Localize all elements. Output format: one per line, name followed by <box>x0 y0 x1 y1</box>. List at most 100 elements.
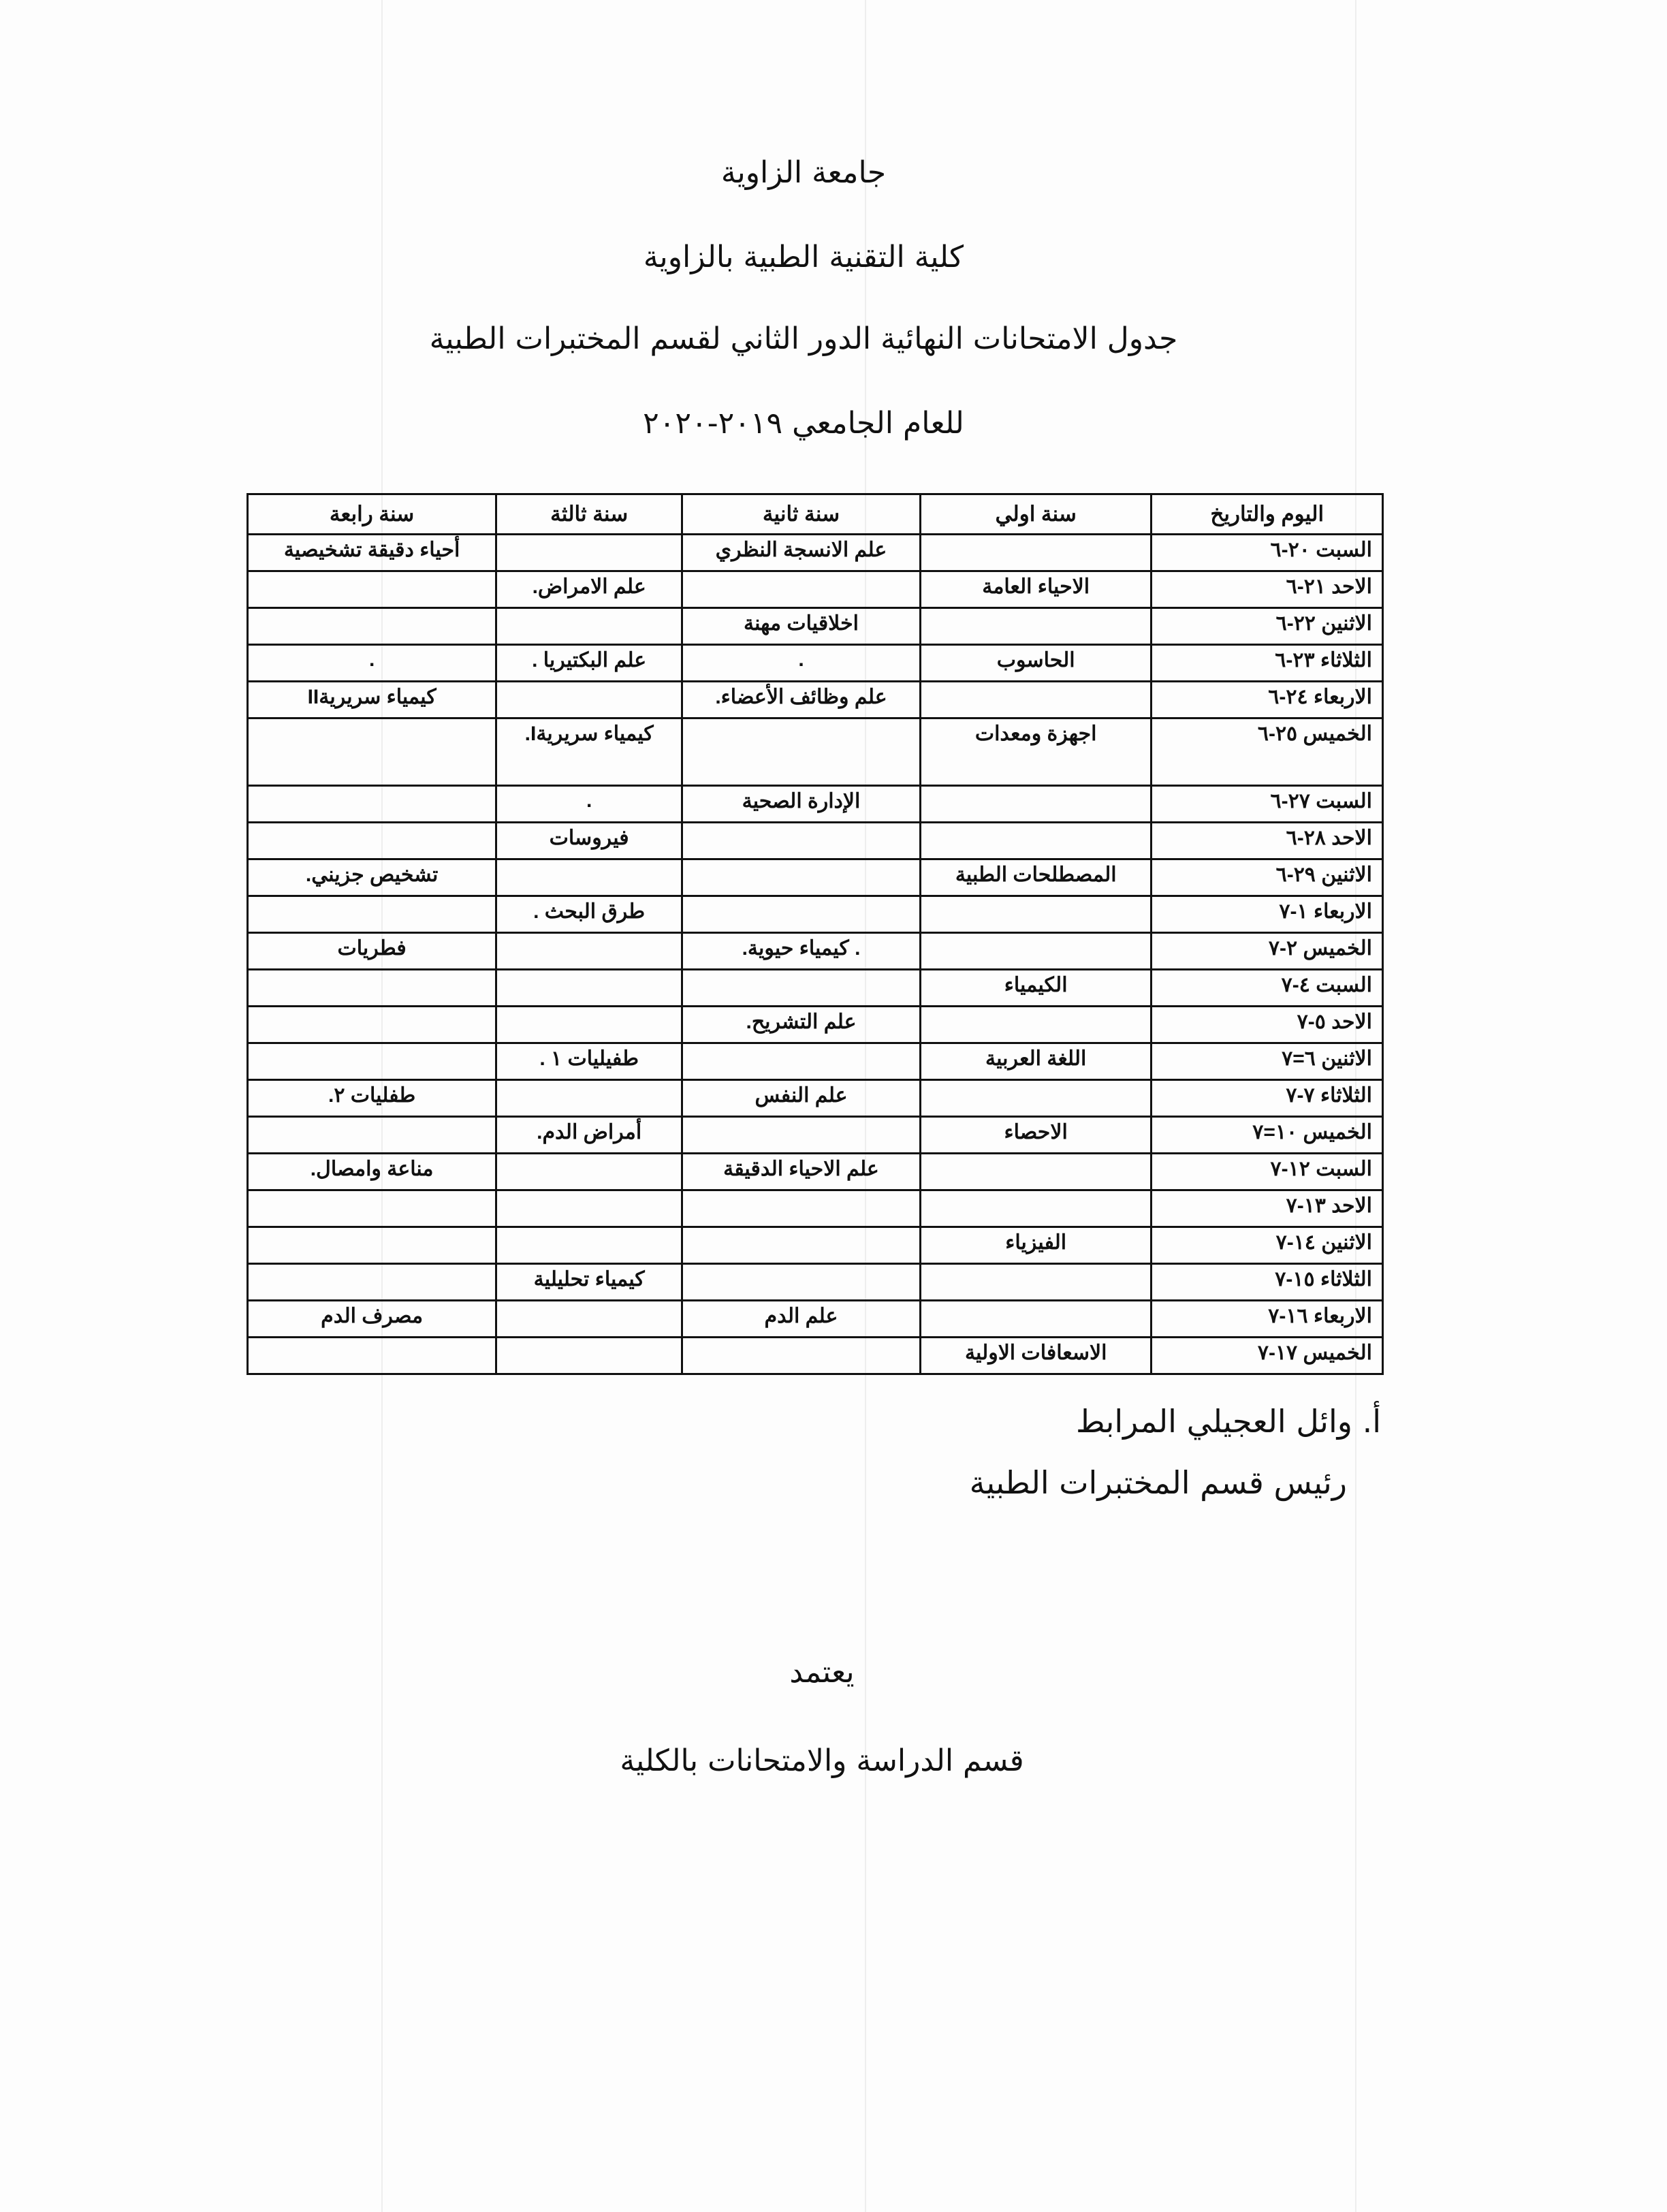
exam-cell <box>246 607 498 646</box>
exam-cell <box>495 968 684 1007</box>
table-row: الاربعاء ١-٧ طرق البحث . <box>246 895 1384 934</box>
exam-cell <box>681 570 921 609</box>
table-row: السبت ١٢-٧ علم الاحياء الدقيقة مناعة وامصا… <box>246 1152 1384 1191</box>
exam-cell: علم التشريح. <box>681 1005 921 1044</box>
document-title: جدول الامتحانات النهائية الدور الثاني لق… <box>429 321 1178 356</box>
table-row: السبت ٢٠-٦ علم الانسجة النظري أحياء دقيقة … <box>246 533 1384 572</box>
exam-cell <box>681 717 921 787</box>
table-row: الخميس ١٧-٧ الاسعافات الاولية <box>246 1336 1384 1375</box>
exam-cell: فيروسات <box>495 821 684 860</box>
exam-cell: مصرف الدم <box>246 1299 498 1338</box>
date-cell: الاثنين ١٤-٧ <box>1150 1226 1384 1265</box>
exam-cell: المصطلحات الطبية <box>919 858 1153 897</box>
table-row: الاربعاء ١٦-٧ علم الدم مصرف الدم <box>246 1299 1384 1338</box>
exam-cell: مناعة وامصال. <box>246 1152 498 1191</box>
table-row: السبت ٢٧-٦ الإدارة الصحية. <box>246 785 1384 823</box>
exam-cell <box>246 570 498 609</box>
date-cell: الاثنين ٦=٧ <box>1150 1042 1384 1081</box>
table-row: الاربعاء ٢٤-٦ علم وظائف الأعضاء. كيمياء سر… <box>246 680 1384 719</box>
exam-cell <box>495 1336 684 1375</box>
exam-cell <box>246 1263 498 1301</box>
table-row: الاحد ١٣-٧ <box>246 1189 1384 1228</box>
exam-cell <box>681 821 921 860</box>
table-row: الثلاثاء ١٥-٧ كيمياء تحليلية <box>246 1263 1384 1301</box>
table-row: الاحد ٢١-٦ الاحياء العامة علم الامراض. <box>246 570 1384 609</box>
exam-cell <box>246 1189 498 1228</box>
exam-cell <box>919 680 1153 719</box>
table-row: الثلاثاء ٧-٧ علم النفس طفليات ٢. <box>246 1079 1384 1118</box>
date-cell: الاحد ٢٨-٦ <box>1150 821 1384 860</box>
exam-cell <box>919 1005 1153 1044</box>
exam-cell <box>919 1189 1153 1228</box>
exam-cell <box>495 1079 684 1118</box>
exam-cell <box>246 1336 498 1375</box>
exam-cell: الحاسوب <box>919 644 1153 682</box>
date-cell: الاثنين ٢٩-٦ <box>1150 858 1384 897</box>
exam-cell: علم الاحياء الدقيقة <box>681 1152 921 1191</box>
column-header: سنة ثالثة <box>495 493 684 535</box>
exam-cell: علم الانسجة النظري <box>681 533 921 572</box>
exam-cell <box>681 1042 921 1081</box>
table-row: الاثنين ١٤-٧ الفيزياء <box>246 1226 1384 1265</box>
table-row: الثلاثاء ٢٣-٦ الحاسوب. علم البكتيريا .. <box>246 644 1384 682</box>
exam-cell <box>495 1189 684 1228</box>
exam-cell <box>681 968 921 1007</box>
date-cell: السبت ٢٠-٦ <box>1150 533 1384 572</box>
exam-cell: علم وظائف الأعضاء. <box>681 680 921 719</box>
date-cell: الاربعاء ١-٧ <box>1150 895 1384 934</box>
column-header: اليوم والتاريخ <box>1150 493 1384 535</box>
table-row: الاثنين ٦=٧ اللغة العربية طفيليات ١ . <box>246 1042 1384 1081</box>
exam-cell: طرق البحث . <box>495 895 684 934</box>
date-cell: الاحد ٥-٧ <box>1150 1005 1384 1044</box>
exam-cell <box>495 680 684 719</box>
date-cell: السبت ١٢-٧ <box>1150 1152 1384 1191</box>
column-header: سنة اولي <box>919 493 1153 535</box>
date-cell: الخميس ٢٥-٦ <box>1150 717 1384 787</box>
exam-cell <box>495 1226 684 1265</box>
exam-cell: علم النفس <box>681 1079 921 1118</box>
exam-cell <box>246 821 498 860</box>
exam-cell <box>246 1005 498 1044</box>
table-row: الاحد ٢٨-٦ فيروسات <box>246 821 1384 860</box>
signatory-name: أ. وائل العجيلي المرابط <box>1075 1403 1381 1440</box>
date-cell: الاحد ١٣-٧ <box>1150 1189 1384 1228</box>
exam-cell <box>681 1116 921 1154</box>
exam-cell <box>246 785 498 823</box>
date-cell: الاحد ٢١-٦ <box>1150 570 1384 609</box>
exam-cell: طفليات ٢. <box>246 1079 498 1118</box>
exam-cell <box>246 1226 498 1265</box>
exam-cell <box>495 1152 684 1191</box>
exam-cell: كيمياء سريريةII <box>246 680 498 719</box>
table-row: الخميس ٢-٧ . كيمياء حيوية. فطريات <box>246 932 1384 970</box>
date-cell: الثلاثاء ٢٣-٦ <box>1150 644 1384 682</box>
exam-cell <box>681 858 921 897</box>
date-cell: الخميس ١٧-٧ <box>1150 1336 1384 1375</box>
exam-cell: علم الامراض. <box>495 570 684 609</box>
exam-cell: . <box>681 644 921 682</box>
exam-cell: اجهزة ومعدات <box>919 717 1153 787</box>
date-cell: الخميس ١٠=٧ <box>1150 1116 1384 1154</box>
exam-cell <box>919 1079 1153 1118</box>
table-row: الاحد ٥-٧ علم التشريح. <box>246 1005 1384 1044</box>
exam-cell <box>495 858 684 897</box>
exam-cell <box>919 533 1153 572</box>
date-cell: الثلاثاء ١٥-٧ <box>1150 1263 1384 1301</box>
exam-cell <box>495 1299 684 1338</box>
exam-cell: الاحياء العامة <box>919 570 1153 609</box>
approving-department: قسم الدراسة والامتحانات بالكلية <box>620 1743 1024 1778</box>
exam-cell <box>495 533 684 572</box>
exam-cell <box>495 607 684 646</box>
exam-cell: أمراض الدم. <box>495 1116 684 1154</box>
exam-cell: الاسعافات الاولية <box>919 1336 1153 1375</box>
table-row: الاثنين ٢٢-٦ اخلاقيات مهنة <box>246 607 1384 646</box>
academic-year: للعام الجامعي ٢٠١٩-٢٠٢٠ <box>643 406 964 441</box>
table-header-row: اليوم والتاريخ سنة اولي سنة ثانية سنة ثا… <box>246 493 1384 535</box>
date-cell: الخميس ٢-٧ <box>1150 932 1384 970</box>
exam-cell: الكيمياء <box>919 968 1153 1007</box>
exam-cell: كيمياء تحليلية <box>495 1263 684 1301</box>
table-row: الاثنين ٢٩-٦ المصطلحات الطبية تشخيص جزيني. <box>246 858 1384 897</box>
exam-cell <box>919 895 1153 934</box>
column-header: سنة رابعة <box>246 493 498 535</box>
exam-cell <box>495 1005 684 1044</box>
exam-cell: طفيليات ١ . <box>495 1042 684 1081</box>
